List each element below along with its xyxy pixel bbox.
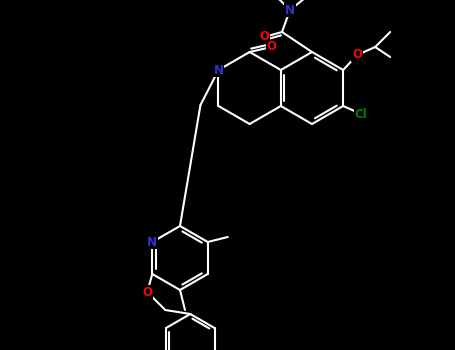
Text: O: O (259, 30, 269, 43)
Text: N: N (213, 63, 223, 77)
Text: N: N (285, 4, 295, 16)
Text: N: N (147, 236, 157, 248)
Text: O: O (352, 49, 362, 62)
Text: O: O (267, 41, 277, 54)
Text: Cl: Cl (355, 107, 368, 120)
Text: O: O (142, 286, 152, 299)
